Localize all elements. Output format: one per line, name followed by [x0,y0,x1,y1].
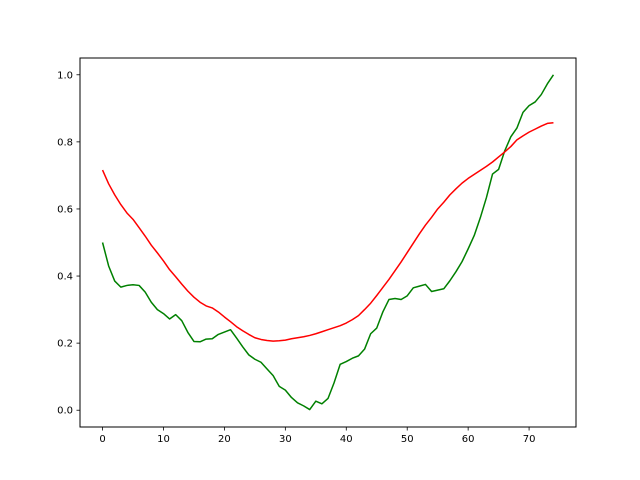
series-line-1 [101,121,554,342]
y-tick-label: 0.4 [57,272,73,283]
series-layer [101,74,555,411]
x-tick-label: 30 [279,434,292,445]
y-tick-label: 1.0 [57,70,73,81]
x-tick-label: 60 [462,434,475,445]
y-tick-label: 0.0 [57,406,73,417]
series-line-0 [101,74,555,411]
x-tick-label: 0 [99,434,105,445]
x-tick-label: 10 [157,434,170,445]
plot-frame [79,57,577,428]
x-tick-label: 40 [340,434,353,445]
x-tick-label: 20 [218,434,231,445]
x-tick-label: 70 [523,434,536,445]
y-axis: 0.0 0.2 0.4 0.6 0.8 1.0 [57,70,80,417]
y-tick-label: 0.2 [57,339,73,350]
y-tick-label: 0.8 [57,137,73,148]
x-tick-label: 50 [401,434,414,445]
x-axis: 0 10 20 30 40 50 60 70 [99,427,535,445]
y-tick-label: 0.6 [57,204,73,215]
